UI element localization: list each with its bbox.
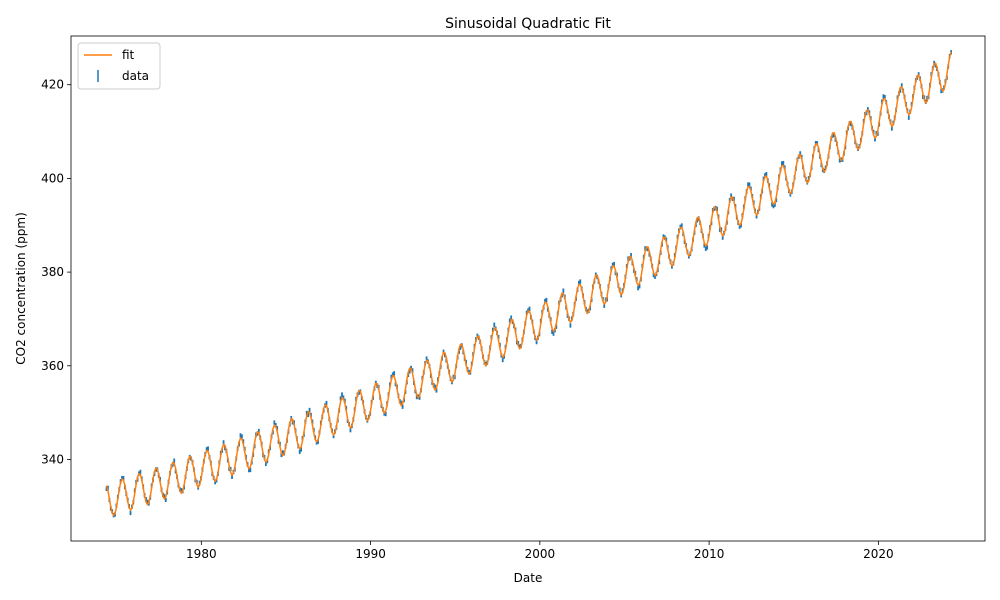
fit-line: [105, 51, 952, 517]
legend-data-label: data: [122, 69, 149, 83]
plot-frame: [70, 35, 986, 542]
x-axis-label: Date: [514, 571, 543, 585]
y-axis: 340 360 380 400 420: [41, 78, 71, 466]
plot-series: [105, 50, 952, 518]
y-tick-label: 380: [41, 265, 64, 279]
legend-fit-label: fit: [122, 48, 135, 62]
x-tick-label: 2020: [863, 547, 894, 561]
x-tick-label: 1980: [186, 547, 217, 561]
x-tick-label: 1990: [355, 547, 386, 561]
y-tick-label: 420: [41, 78, 64, 92]
legend: fit data: [77, 42, 161, 90]
x-tick-label: 2010: [694, 547, 725, 561]
y-tick-label: 400: [41, 171, 64, 185]
y-axis-label: CO2 concentration (ppm): [14, 212, 28, 364]
x-tick-label: 2000: [525, 547, 556, 561]
x-axis: 1980 1990 2000 2010 2020: [186, 541, 894, 561]
chart-title: Sinusoidal Quadratic Fit: [445, 16, 611, 32]
y-tick-label: 360: [41, 359, 64, 373]
y-tick-label: 340: [41, 452, 64, 466]
